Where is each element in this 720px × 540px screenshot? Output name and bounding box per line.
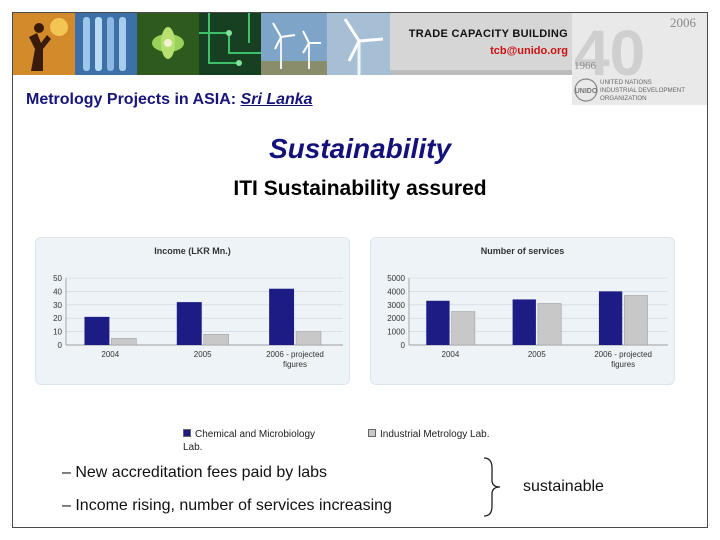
tcb-box bbox=[390, 13, 572, 70]
bar-industrial-metrology-1 bbox=[203, 334, 229, 346]
bar-chemical-micro-1 bbox=[176, 302, 202, 345]
slide-frame bbox=[12, 12, 708, 528]
legend-label-series-1-line-2: Lab. bbox=[183, 442, 203, 453]
logo-big-number: 40 bbox=[574, 17, 645, 89]
bar-industrial-metrology-2 bbox=[623, 295, 648, 346]
subtitle-prefix: Metrology Projects in ASIA: bbox=[26, 91, 241, 108]
tcb-email-link[interactable]: tcb@unido.org bbox=[490, 45, 568, 57]
bar-chemical-micro-0 bbox=[426, 300, 450, 345]
x-tick-label: 2004 bbox=[442, 350, 460, 359]
photo-child-silhouette bbox=[13, 13, 75, 75]
bar-industrial-metrology-0 bbox=[111, 338, 137, 346]
income-chart-panel: Income (LKR Mn.) 0 10 20 30 40 50 2004 2005 2006… bbox=[35, 237, 350, 385]
unido-anniversary-logo: 40 2006 1966 UNIDO UNITED NATIONS INDUST… bbox=[572, 13, 707, 105]
logo-year-bottom: 1966 bbox=[574, 60, 597, 72]
y-tick-label: 1000 bbox=[387, 328, 405, 337]
y-tick-label: 0 bbox=[401, 341, 406, 350]
y-tick-label: 0 bbox=[58, 341, 63, 350]
income-chart-title: Income (LKR Mn.) bbox=[154, 246, 231, 256]
x-tick-label: figures bbox=[283, 360, 307, 369]
logo-org-line-3: ORGANIZATION bbox=[600, 95, 647, 102]
bar-industrial-metrology-1 bbox=[537, 303, 562, 346]
bar-chemical-micro-2 bbox=[598, 291, 623, 345]
bar-chemical-micro-1 bbox=[512, 299, 536, 345]
x-tick-label: 2004 bbox=[101, 350, 119, 359]
bar-industrial-metrology-0 bbox=[451, 311, 476, 346]
y-tick-label: 5000 bbox=[387, 274, 405, 283]
logo-org-line-2: INDUSTRIAL DEVELOPMENT bbox=[600, 87, 685, 94]
legend-series-2: Industrial Metrology Lab. bbox=[368, 429, 490, 440]
y-tick-label: 50 bbox=[53, 274, 62, 283]
bullet-accreditation-fees: – New accreditation fees paid by labs bbox=[62, 464, 328, 481]
legend-swatch-series-2 bbox=[368, 429, 376, 437]
y-tick-label: 4000 bbox=[387, 287, 405, 296]
logo-year-top: 2006 bbox=[670, 15, 697, 30]
y-tick-label: 30 bbox=[53, 301, 62, 310]
slide-subtitle: Metrology Projects in ASIA: Sri Lanka bbox=[26, 91, 313, 109]
slide-title: Sustainability bbox=[268, 133, 452, 164]
x-tick-label: 2005 bbox=[194, 350, 212, 359]
legend-label-series-2: Industrial Metrology Lab. bbox=[380, 429, 490, 440]
services-chart-title: Number of services bbox=[480, 246, 565, 256]
bar-industrial-metrology-2 bbox=[295, 331, 322, 346]
subtitle-country: Sri Lanka bbox=[240, 91, 313, 108]
conclusion-label: sustainable bbox=[523, 478, 604, 495]
y-tick-label: 2000 bbox=[387, 314, 405, 323]
slide-subheading: ITI Sustainability assured bbox=[233, 177, 487, 200]
y-tick-label: 40 bbox=[53, 287, 62, 296]
logo-org-line-1: UNITED NATIONS bbox=[600, 79, 652, 86]
bar-chemical-micro-0 bbox=[84, 316, 110, 345]
x-tick-label: figures bbox=[611, 360, 635, 369]
y-tick-label: 3000 bbox=[387, 301, 405, 310]
photo-circuit-board bbox=[199, 13, 261, 75]
x-tick-label: 2006 - projected bbox=[266, 350, 324, 359]
services-chart: 0 1000 2000 3000 4000 5000 2004 2005 2006 - proj… bbox=[387, 274, 668, 369]
x-tick-label: 2006 - projected bbox=[594, 350, 652, 359]
services-chart-panel: Number of services 0 1000 2000 3000 4000 5000… bbox=[370, 237, 675, 385]
photo-test-tubes bbox=[75, 13, 137, 75]
bullet-income-rising: – Income rising, number of services incr… bbox=[62, 497, 392, 514]
x-tick-label: 2005 bbox=[528, 350, 546, 359]
curly-brace-icon bbox=[483, 457, 501, 517]
tcb-title: TRADE CAPACITY BUILDING bbox=[408, 28, 568, 40]
logo-abbrev: UNIDO bbox=[575, 88, 598, 95]
y-tick-label: 20 bbox=[53, 314, 62, 323]
bar-chemical-micro-2 bbox=[269, 288, 295, 345]
legend-swatch-series-1 bbox=[183, 429, 191, 437]
legend-label-series-1: Chemical and Microbiology bbox=[195, 429, 316, 440]
y-tick-label: 10 bbox=[53, 328, 62, 337]
legend-series-1: Chemical and Microbiology Lab. bbox=[183, 429, 315, 453]
photo-plant bbox=[137, 13, 199, 75]
photo-wind-turbines bbox=[261, 13, 327, 75]
income-chart: 0 10 20 30 40 50 2004 2005 2006 - projectedfigur… bbox=[53, 274, 343, 369]
photo-turbine-close bbox=[327, 13, 391, 75]
